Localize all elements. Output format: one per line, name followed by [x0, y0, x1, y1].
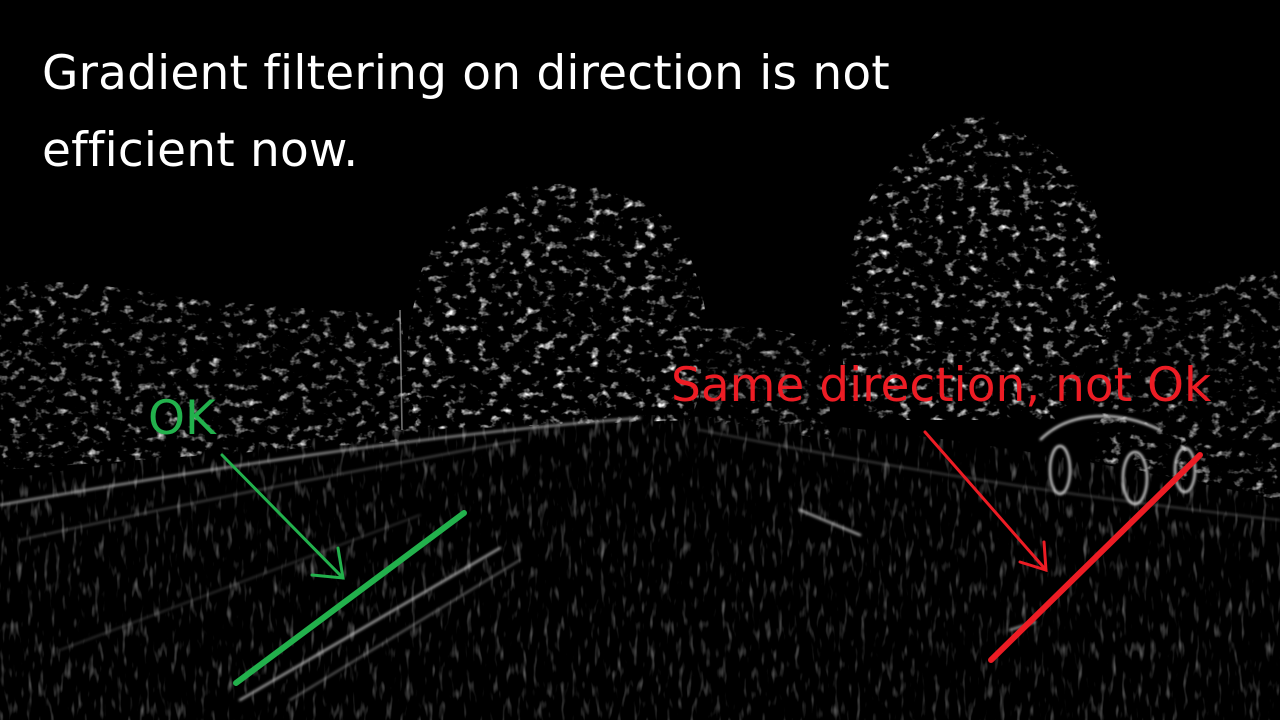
- title-line-2: efficient now.: [42, 123, 359, 178]
- ok-label: OK: [148, 391, 216, 446]
- roadside-objects: [1039, 415, 1197, 506]
- horizon-vegetation: [0, 270, 1280, 500]
- ok-arrow-shaft: [220, 453, 345, 580]
- title-line-1: Gradient filtering on direction is not: [42, 46, 890, 101]
- left-tree: [406, 183, 708, 430]
- right-tree: [840, 115, 1121, 420]
- road-edges: [0, 416, 1280, 702]
- road-surface: [0, 415, 1280, 720]
- ok-line: [233, 510, 467, 686]
- pole: [399, 309, 403, 431]
- not-ok-line: [988, 452, 1203, 663]
- not-ok-lane-marker: [923, 430, 1203, 663]
- not-ok-label: Same direction, not Ok: [671, 358, 1212, 413]
- ok-lane-marker: [220, 453, 467, 686]
- not-ok-arrow-head: [1018, 540, 1048, 573]
- ok-arrow-head: [310, 546, 345, 580]
- not-ok-arrow-shaft: [923, 430, 1048, 572]
